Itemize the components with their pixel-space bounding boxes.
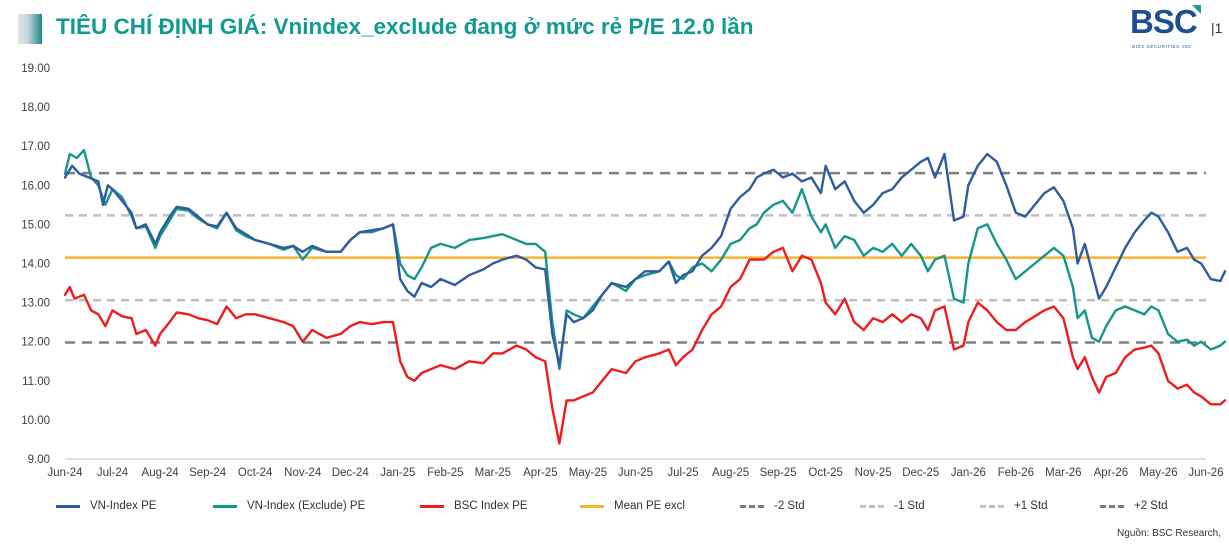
x-tick-label-21: Mar-26: [1045, 467, 1081, 479]
y-tick-label-2: 11.00: [22, 376, 50, 388]
legend-swatch-7: [1100, 504, 1124, 508]
legend-item-3: Mean PE excl: [580, 500, 685, 512]
x-tick-label-1: Jul-24: [97, 467, 129, 479]
legend-swatch-2: [420, 504, 444, 508]
bsc-logo: BSC BIDV SECURITIES JSC: [1128, 3, 1208, 51]
x-tick-label-19: Jan-26: [951, 467, 986, 479]
x-tick-label-6: Dec-24: [332, 467, 370, 479]
y-tick-label-8: 17.00: [21, 141, 50, 153]
x-tick-label-14: Aug-25: [712, 467, 749, 479]
legend-swatch-5: [860, 504, 884, 508]
legend-swatch-3: [580, 504, 604, 508]
x-tick-label-23: May-26: [1139, 467, 1177, 479]
y-tick-label-9: 18.00: [21, 102, 50, 114]
x-tick-label-9: Mar-25: [475, 467, 511, 479]
legend-swatch-4: [740, 504, 764, 508]
pe-chart: 9.00 10.00 11.00 12.00 13.00 14.00 15.00 16.00 1…: [21, 63, 1227, 479]
series-line-2: [63, 246, 1227, 445]
x-tick-label-0: Jun-24: [47, 467, 83, 479]
legend-swatch-0: [56, 504, 80, 508]
legend-label-6: +1 Std: [1014, 500, 1048, 512]
page-title: TIÊU CHÍ ĐỊNH GIÁ: Vnindex_exclude đang …: [56, 14, 754, 39]
legend-label-0: VN-Index PE: [90, 500, 157, 512]
y-tick-label-10: 19.00: [21, 63, 50, 75]
legend-item-5: -1 Std: [860, 500, 925, 512]
legend-item-0: VN-Index PE: [56, 500, 156, 512]
x-tick-label-16: Oct-25: [808, 467, 843, 479]
x-tick-label-4: Oct-24: [238, 467, 273, 479]
legend-label-5: -1 Std: [894, 500, 925, 512]
chart-legend: VN-Index PE VN-Index (Exclude) PE BSC Inde…: [0, 500, 1229, 520]
x-tick-label-12: Jun-25: [618, 467, 653, 479]
legend-label-7: +2 Std: [1134, 500, 1168, 512]
y-tick-label-3: 12.00: [21, 337, 50, 349]
header-accent-bar: [18, 14, 42, 44]
y-tick-label-4: 13.00: [21, 298, 50, 310]
legend-item-7: +2 Std: [1100, 500, 1168, 512]
legend-label-3: Mean PE excl: [614, 500, 685, 512]
y-tick-label-5: 14.00: [21, 259, 50, 271]
series-line-0: [63, 152, 1227, 367]
y-tick-label-1: 10.00: [21, 415, 50, 427]
x-tick-label-13: Jul-25: [667, 467, 698, 479]
legend-label-1: VN-Index (Exclude) PE: [247, 500, 366, 512]
x-tick-label-24: Jun-26: [1188, 467, 1223, 479]
legend-item-6: +1 Std: [980, 500, 1048, 512]
page-number: |1: [1211, 20, 1223, 36]
legend-swatch-1: [213, 504, 237, 508]
legend-item-2: BSC Index PE: [420, 500, 528, 512]
x-tick-label-11: May-25: [569, 467, 607, 479]
x-tick-label-10: Apr-25: [523, 467, 558, 479]
y-tick-label-0: 9.00: [28, 454, 50, 466]
x-tick-label-15: Sep-25: [760, 467, 797, 479]
legend-item-1: VN-Index (Exclude) PE: [213, 500, 365, 512]
x-tick-label-7: Jan-25: [380, 467, 415, 479]
legend-label-4: -2 Std: [774, 500, 805, 512]
y-tick-label-6: 15.00: [21, 219, 50, 231]
source-note: Nguồn: BSC Research,: [1117, 528, 1221, 539]
x-tick-label-5: Nov-24: [284, 467, 322, 479]
x-tick-label-8: Feb-25: [427, 467, 463, 479]
logo-text: BSC: [1130, 3, 1198, 40]
x-tick-label-2: Aug-24: [142, 467, 180, 479]
logo-subtext: BIDV SECURITIES JSC: [1132, 44, 1192, 49]
x-tick-label-17: Nov-25: [855, 467, 892, 479]
logo-mark-icon: [1192, 5, 1201, 14]
y-tick-label-7: 16.00: [21, 180, 50, 192]
series-line-1: [63, 148, 1227, 371]
x-tick-label-18: Dec-25: [902, 467, 939, 479]
legend-swatch-6: [980, 504, 1004, 508]
legend-label-2: BSC Index PE: [454, 500, 528, 512]
x-tick-label-20: Feb-26: [998, 467, 1034, 479]
x-tick-label-22: Apr-26: [1094, 467, 1129, 479]
legend-item-4: -2 Std: [740, 500, 805, 512]
x-tick-label-3: Sep-24: [189, 467, 227, 479]
